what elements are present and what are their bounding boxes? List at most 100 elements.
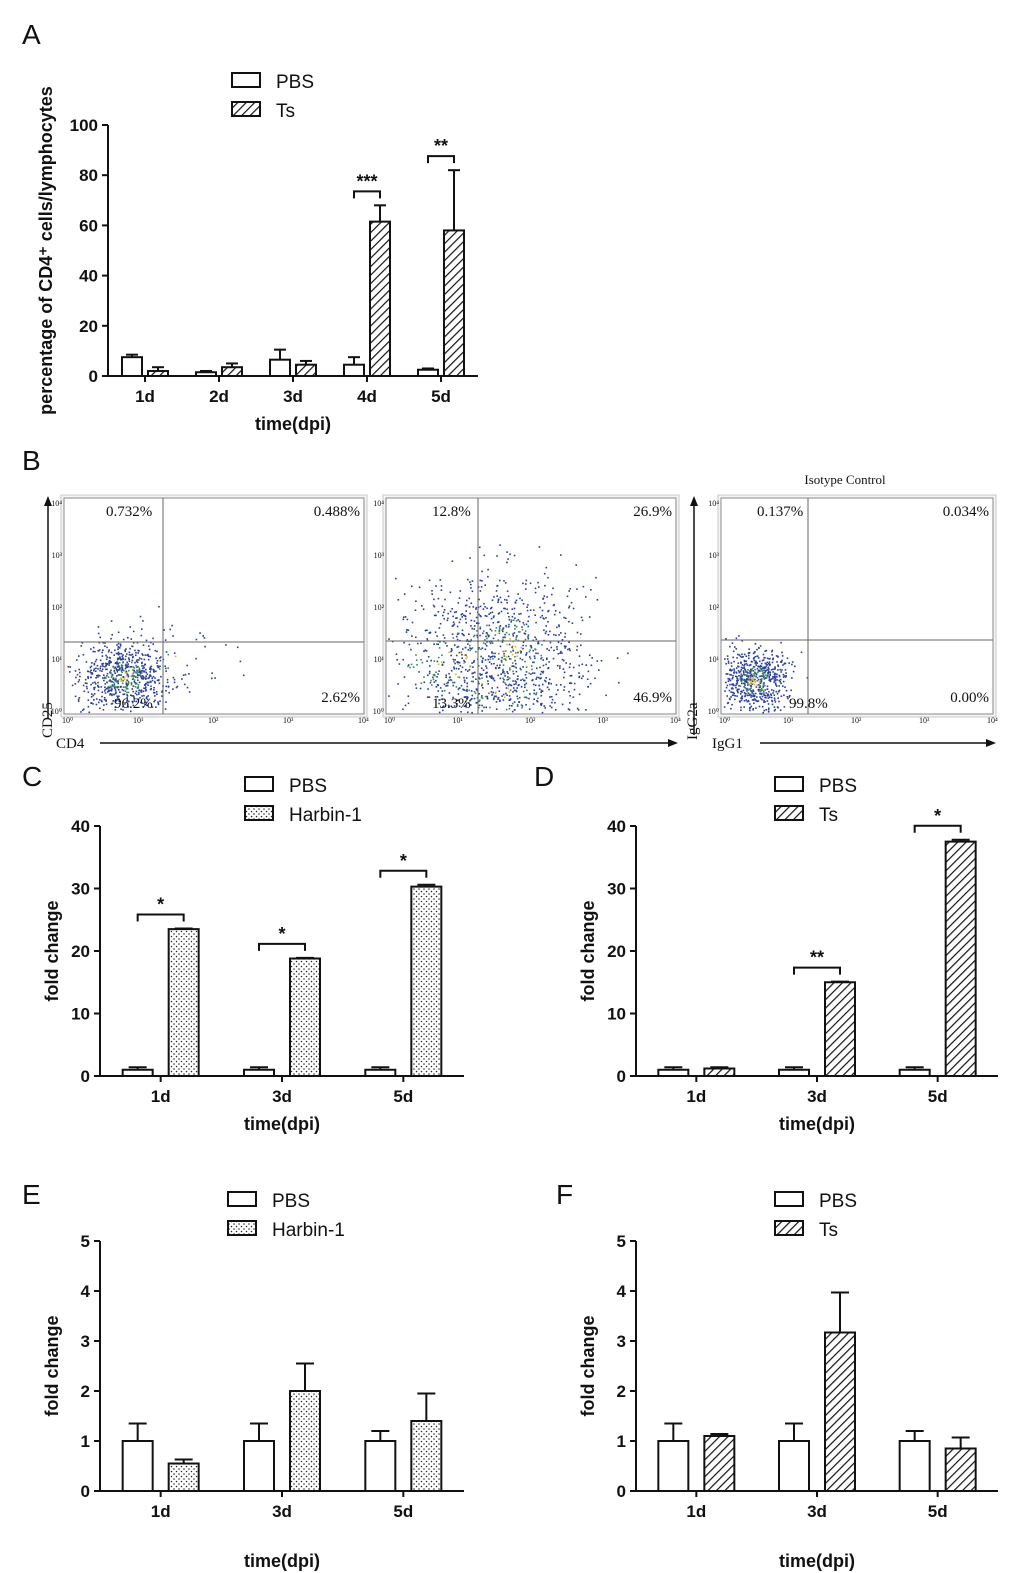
y-tick-label: 3 — [617, 1332, 626, 1351]
legend-label-pbs: PBS — [819, 776, 857, 797]
significance-bracket — [379, 869, 428, 878]
quadrant-percentage: 99.8% — [789, 696, 828, 712]
y-tick-label: 10⁴ — [51, 499, 62, 508]
bar-ts — [147, 369, 169, 378]
quadrant-percentage: 2.62% — [321, 690, 360, 706]
y-tick-label: 10² — [709, 603, 720, 612]
y-tick-label: 0 — [617, 1482, 626, 1501]
y-tick-label: 5 — [617, 1232, 626, 1251]
y-tick-label: 10⁰ — [708, 707, 719, 716]
y-tick-label: 80 — [79, 166, 98, 185]
bar-ts — [703, 1435, 736, 1492]
quadrant-percentage: 0.137% — [757, 504, 803, 520]
x-tick-label: 10² — [208, 716, 219, 725]
x-tick-label: 5d — [928, 1087, 948, 1106]
x-tick-label: 10² — [525, 716, 536, 725]
bar-pbs — [364, 1440, 397, 1492]
quadrant-percentage: 0.00% — [950, 690, 989, 706]
y-tick-label: 10³ — [52, 551, 63, 560]
y-tick-label: 20 — [79, 317, 98, 336]
quadrant-percentage: 12.8% — [432, 504, 471, 520]
legend-swatch-ts — [231, 101, 261, 117]
bar-ts — [944, 1447, 977, 1492]
significance-marker: * — [157, 895, 164, 915]
x-tick-label: 3d — [807, 1502, 827, 1521]
bar-ts — [944, 840, 977, 1077]
bar-pbs — [778, 1068, 810, 1077]
y-tick-label: 20 — [607, 942, 626, 961]
significance-bracket — [353, 190, 381, 199]
y-tick-label: 10¹ — [709, 655, 720, 664]
panel-f: F 0 1 2 3 4 5 1d 3d 5d time(dpi) fold change PBS Ts — [556, 1179, 998, 1571]
bar-ts — [824, 1331, 856, 1492]
panel-label: D — [534, 761, 554, 792]
x-tick-label: 10³ — [919, 716, 930, 725]
y-tick-label: 20 — [71, 942, 90, 961]
legend-swatch-ts — [774, 805, 804, 821]
bar-pbs — [898, 1068, 931, 1077]
x-tick-label: 10¹ — [133, 716, 144, 725]
quadrant-percentage: 96.2% — [114, 696, 153, 712]
quadrant-percentage: 26.9% — [633, 504, 672, 520]
flow-plot-3: 0.137% 0.034% 99.8% 0.00% 10⁰ 10¹ 10² 10³ 10⁴ 10⁴… — [708, 472, 998, 725]
y-tick-label: 4 — [617, 1282, 627, 1301]
y-tick-label: 30 — [607, 880, 626, 899]
y-tick-label: 10 — [71, 1005, 90, 1024]
x-axis-title-igg1: IgG1 — [712, 736, 743, 752]
bar-harbin-1 — [167, 928, 200, 1077]
bar-pbs — [778, 1440, 810, 1492]
scatter-dots — [723, 635, 809, 714]
x-tick-label: 10³ — [598, 716, 609, 725]
legend-swatch-pbs — [231, 72, 261, 88]
bar-ts — [221, 366, 243, 377]
panel-label: E — [22, 1179, 41, 1210]
bar-pbs — [243, 1068, 275, 1077]
legend-label-pbs: PBS — [272, 1191, 310, 1212]
arrow-head — [986, 739, 996, 747]
y-tick-label: 10³ — [374, 551, 385, 560]
scatter-dots — [67, 605, 245, 714]
x-tick-label: 3d — [272, 1502, 292, 1521]
legend-label-pbs: PBS — [276, 72, 314, 93]
x-tick-label: 5d — [431, 387, 451, 406]
y-tick-label: 10³ — [709, 551, 720, 560]
bar-ts — [369, 220, 391, 377]
flow-plot-1: 0.732% 0.488% 96.2% 2.62% 10⁰ 10¹ 10² 10³ 10⁴ 10⁴… — [51, 494, 369, 725]
significance-bracket — [427, 155, 455, 164]
bar-ts — [443, 229, 465, 377]
quadrant-percentage: 46.9% — [633, 690, 672, 706]
y-tick-label: 10¹ — [52, 655, 63, 664]
bar-pbs — [657, 1440, 690, 1492]
y-tick-label: 30 — [71, 880, 90, 899]
bar-pbs — [121, 1068, 154, 1077]
bar-ts — [295, 363, 317, 377]
legend-label-pbs: PBS — [289, 776, 327, 797]
y-tick-label: 10 — [607, 1005, 626, 1024]
x-tick-label: 1d — [686, 1087, 706, 1106]
bar-harbin-1 — [289, 1390, 321, 1492]
bar-ts — [703, 1067, 736, 1077]
legend-label-harbin-1: Harbin-1 — [289, 805, 362, 826]
y-tick-label: 2 — [617, 1382, 626, 1401]
x-tick-label: 10⁰ — [719, 716, 730, 725]
y-tick-label: 4 — [81, 1282, 91, 1301]
legend-label-pbs: PBS — [819, 1191, 857, 1212]
bar-pbs — [898, 1440, 931, 1492]
y-tick-label: 0 — [81, 1482, 90, 1501]
bar-pbs — [121, 356, 143, 377]
panel-c: C 0 10 20 30 40 1d * 3d * 5d * time(dpi) fold change P… — [22, 761, 464, 1134]
x-axis-title: time(dpi) — [779, 1551, 855, 1571]
legend-swatch-pbs — [244, 776, 274, 792]
panel-b: B 0.732% 0.488% 96.2% 2.62% 10⁰ 10¹ 10² 10³ 10⁴ 10… — [22, 445, 998, 752]
significance-bracket — [136, 913, 185, 922]
y-tick-label: 3 — [81, 1332, 90, 1351]
x-tick-label: 10⁴ — [987, 716, 998, 725]
y-tick-label: 1 — [81, 1432, 90, 1451]
x-tick-label: 10⁴ — [358, 716, 369, 725]
y-tick-label: 40 — [79, 267, 98, 286]
x-tick-label: 10² — [851, 716, 862, 725]
bar-pbs — [269, 358, 291, 377]
x-tick-label: 5d — [393, 1502, 413, 1521]
